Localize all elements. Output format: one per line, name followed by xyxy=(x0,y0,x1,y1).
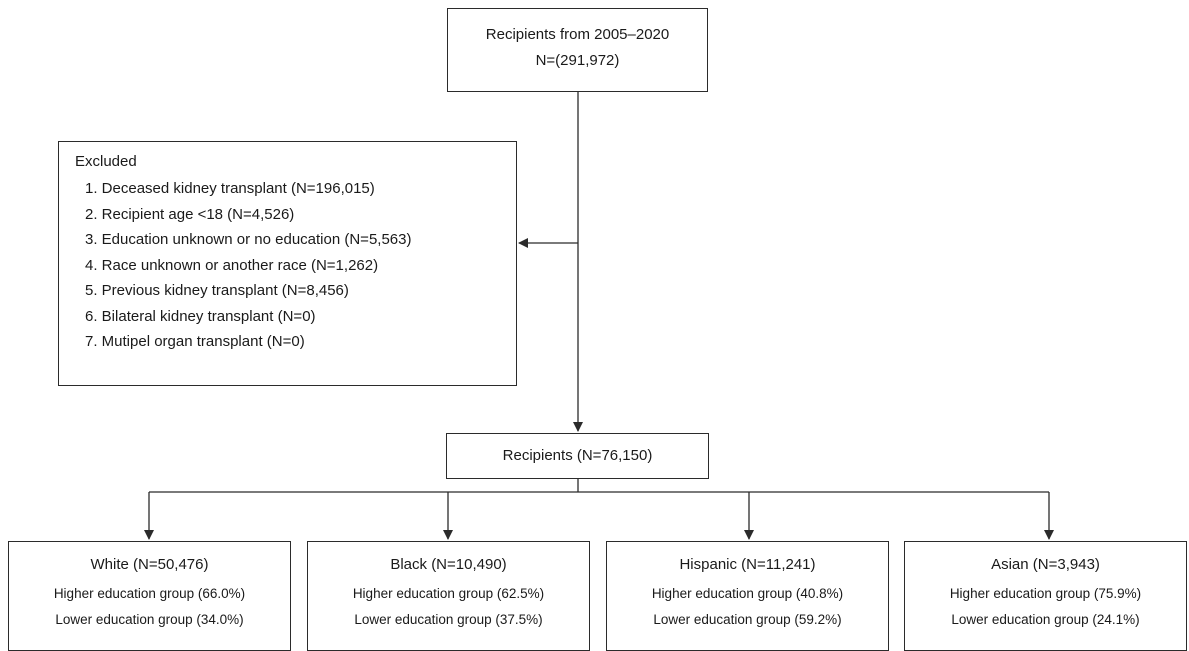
excluded-item: 2. Recipient age <18 (N=4,526) xyxy=(85,205,295,223)
group-lower-education: Lower education group (34.0%) xyxy=(55,612,244,627)
group-higher-education: Higher education group (62.5%) xyxy=(352,586,545,601)
excluded-item: 6. Bilateral kidney transplant (N=0) xyxy=(85,307,316,325)
group-box-asian: Asian (N=3,943) Higher education group (… xyxy=(904,541,1187,651)
group-title: Hispanic (N=11,241) xyxy=(679,556,816,573)
top-box-line2: N=(291,972) xyxy=(535,52,620,69)
group-box-hispanic: Hispanic (N=11,241) Higher education gro… xyxy=(606,541,889,651)
group-box-black: Black (N=10,490) Higher education group … xyxy=(307,541,590,651)
group-title: Black (N=10,490) xyxy=(390,556,507,573)
excluded-item: 1. Deceased kidney transplant (N=196,015… xyxy=(85,180,375,197)
recipients-2005-2020-box: Recipients from 2005–2020 N=(291,972) xyxy=(447,8,708,92)
excluded-box: Excluded 1. Deceased kidney transplant (… xyxy=(58,141,517,386)
group-lower-education: Lower education group (59.2%) xyxy=(653,612,842,627)
recipients-label: Recipients (N=76,150) xyxy=(502,447,653,464)
group-higher-education: Higher education group (40.8%) xyxy=(651,586,844,601)
excluded-item: 5. Previous kidney transplant (N=8,456) xyxy=(85,282,349,299)
group-lower-education: Lower education group (37.5%) xyxy=(354,612,543,627)
group-higher-education: Higher education group (75.9%) xyxy=(949,586,1142,601)
excluded-item: 7. Mutipel organ transplant (N=0) xyxy=(85,333,305,350)
top-box-line1: Recipients from 2005–2020 xyxy=(485,26,670,43)
group-title: White (N=50,476) xyxy=(90,556,209,573)
recipients-box: Recipients (N=76,150) xyxy=(446,433,709,479)
group-lower-education: Lower education group (24.1%) xyxy=(951,612,1140,627)
group-higher-education: Higher education group (66.0%) xyxy=(53,586,246,601)
excluded-title: Excluded xyxy=(75,153,137,170)
excluded-item: 4. Race unknown or another race (N=1,262… xyxy=(85,256,379,274)
group-title: Asian (N=3,943) xyxy=(991,556,1100,573)
group-box-white: White (N=50,476) Higher education group … xyxy=(8,541,291,651)
excluded-item: 3. Education unknown or no education (N=… xyxy=(85,231,412,248)
excluded-list: 1. Deceased kidney transplant (N=196,015… xyxy=(75,176,516,355)
